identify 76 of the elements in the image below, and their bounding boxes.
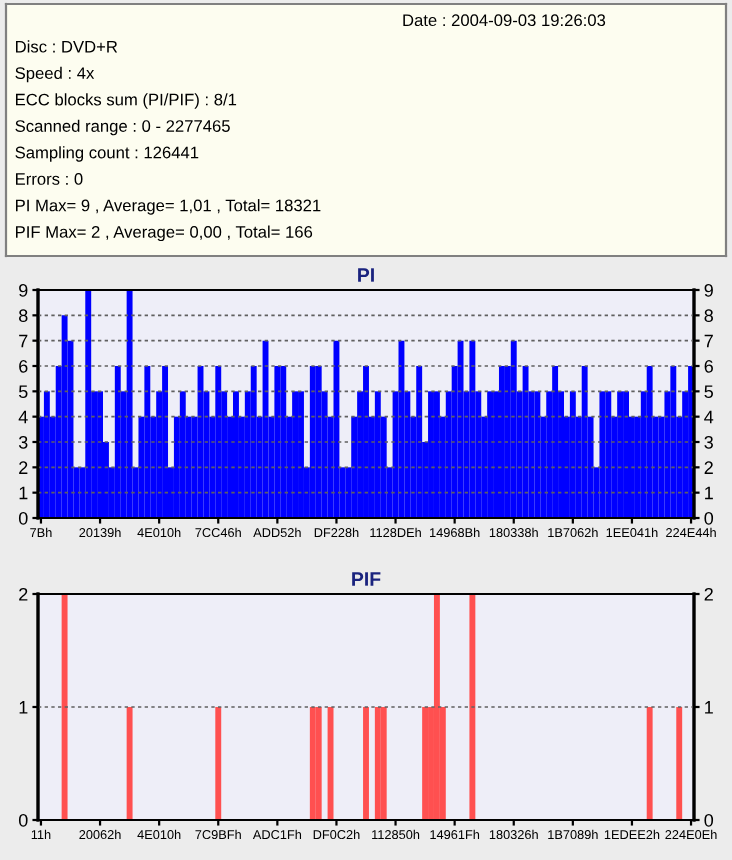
bar: [363, 366, 369, 518]
y-tick-label: 8: [19, 309, 28, 323]
y2-tick-label: 4: [704, 410, 714, 424]
text: PIF Max= 2 , Average= 0,00 , Total= 166: [16, 225, 313, 242]
bar: [534, 391, 541, 518]
y-tick-label: 1: [19, 701, 28, 714]
y2-tick-label: 3: [704, 435, 713, 449]
y2-tick-label: 9: [704, 283, 713, 297]
y-tick-label: 0: [18, 511, 28, 525]
bar: [552, 366, 559, 518]
y2-tick-label: 0: [704, 511, 714, 525]
y2-tick-label: 7: [704, 334, 713, 348]
chart-title: PI: [358, 268, 374, 282]
bar: [416, 366, 423, 518]
bar: [522, 366, 529, 518]
text: Errors : 0: [16, 173, 83, 185]
bar: [274, 366, 281, 518]
text: Scanned range : 0 - 2277465: [15, 119, 230, 136]
y-tick-label: 1: [19, 486, 28, 500]
bar: [144, 366, 151, 518]
y2-tick-label: 1: [705, 701, 713, 714]
bar: [469, 340, 476, 518]
text: ECC blocks sum (PI/PIF) : 8/1: [16, 93, 237, 109]
y2-tick-label: 5: [704, 385, 714, 399]
y-tick-label: 0: [18, 813, 28, 827]
bar: [298, 391, 304, 518]
bar: [85, 290, 92, 518]
y-tick-label: 7: [19, 334, 28, 348]
y2-tick-label: 2: [704, 587, 713, 601]
bar: [487, 391, 494, 518]
text: Disc : DVD+R: [16, 40, 118, 53]
bar: [599, 391, 606, 518]
bar: [646, 366, 653, 518]
bar: [333, 340, 340, 518]
bar: [97, 391, 104, 518]
y2-tick-label: 0: [704, 813, 714, 827]
bar: [309, 366, 316, 518]
bar: [617, 391, 624, 518]
text: PI Max= 9 , Average= 1,01 , Total= 18321: [16, 199, 321, 215]
bar: [457, 340, 464, 518]
bar: [623, 391, 629, 518]
bar: [215, 366, 222, 518]
bar: [179, 391, 186, 518]
bar: [114, 366, 121, 518]
y-tick-label: 4: [18, 410, 28, 424]
bar: [581, 366, 588, 518]
bar: [433, 391, 440, 518]
bar: [126, 290, 133, 518]
y-tick-label: 5: [18, 385, 28, 399]
bar: [315, 366, 322, 518]
bar: [280, 366, 287, 518]
y2-tick-label: 6: [704, 359, 713, 373]
y-tick-label: 6: [19, 359, 28, 373]
y-tick-label: 3: [18, 435, 28, 449]
bar: [569, 391, 576, 518]
bar: [250, 366, 257, 518]
y-tick-label: 9: [19, 283, 28, 297]
bar: [292, 391, 299, 518]
text: Date : 2004-09-03 19:26:03: [403, 14, 606, 27]
text: Speed : 4x: [15, 66, 95, 83]
bar: [428, 391, 434, 518]
chart-title: PIF: [352, 572, 381, 586]
bar: [670, 366, 677, 518]
text: Sampling count : 126441: [15, 146, 199, 162]
y2-tick-label: 1: [705, 486, 713, 500]
bar: [43, 391, 50, 518]
bar: [510, 340, 517, 518]
y2-tick-label: 2: [704, 461, 713, 474]
bar: [162, 366, 169, 518]
y-tick-label: 2: [19, 461, 28, 474]
y2-tick-label: 8: [704, 309, 713, 323]
y-tick-label: 2: [19, 587, 28, 601]
bar: [233, 391, 239, 518]
bar: [605, 391, 612, 518]
bar: [61, 315, 68, 518]
bar: [374, 391, 381, 518]
